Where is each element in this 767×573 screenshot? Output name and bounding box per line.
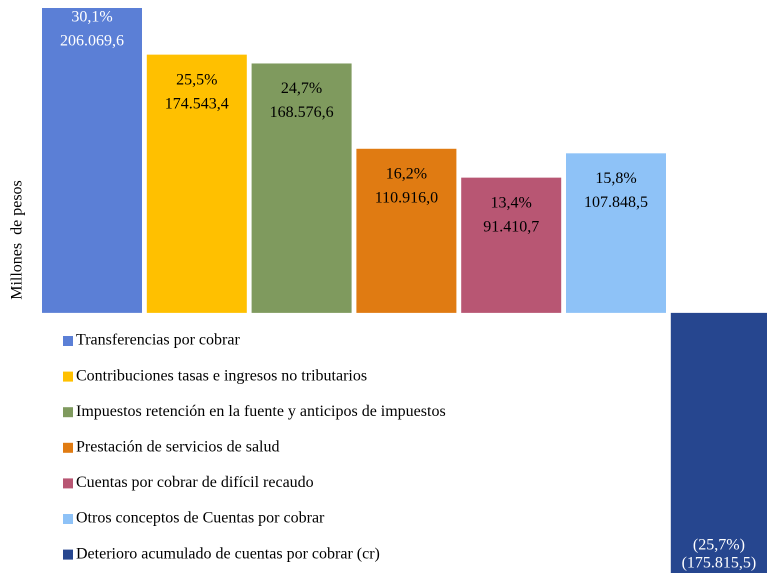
bar	[566, 153, 666, 313]
bar	[251, 63, 352, 313]
legend-label: Prestación de servicios de salud	[76, 438, 280, 455]
value-label: 91.410,7	[483, 218, 539, 235]
value-label: 107.848,5	[584, 194, 648, 211]
legend-swatch	[63, 549, 73, 560]
legend-swatch	[63, 371, 73, 382]
value-label: (175.815,5)	[682, 555, 757, 572]
percent-label: 16,2%	[386, 165, 427, 182]
legend-label: Deterioro acumulado de cuentas por cobra…	[76, 545, 380, 562]
percent-label: 13,4%	[491, 194, 532, 211]
percent-label: 30,1%	[71, 9, 112, 26]
value-label: 206.069,6	[60, 33, 124, 50]
value-label: 174.543,4	[165, 95, 229, 112]
legend-swatch	[63, 407, 73, 418]
bar	[670, 312, 767, 573]
bar	[42, 8, 142, 313]
legend-swatch	[63, 514, 73, 524]
percent-label: 15,8%	[595, 170, 636, 187]
bar	[146, 54, 247, 313]
legend-swatch	[63, 442, 73, 453]
value-label: 168.576,6	[270, 104, 334, 121]
percent-label: 25,5%	[176, 71, 217, 88]
legend-label: Contribuciones tasas e ingresos no tribu…	[76, 367, 367, 384]
value-label: 110.916,0	[375, 189, 438, 206]
legend-swatch	[63, 478, 73, 489]
bar	[461, 177, 562, 313]
y-axis-label: Millones de pesos	[9, 180, 26, 300]
legend-label: Transferencias por cobrar	[76, 332, 240, 349]
legend-label: Cuentas por cobrar de difícil recaudo	[76, 474, 314, 491]
percent-label: 24,7%	[281, 80, 322, 97]
percent-label: (25,7%)	[693, 537, 745, 554]
legend-label: Otros conceptos de Cuentas por cobrar	[76, 510, 325, 527]
bar	[356, 148, 457, 313]
legend-swatch	[63, 336, 73, 346]
legend-label: Impuestos retención en la fuente y antic…	[76, 403, 446, 420]
